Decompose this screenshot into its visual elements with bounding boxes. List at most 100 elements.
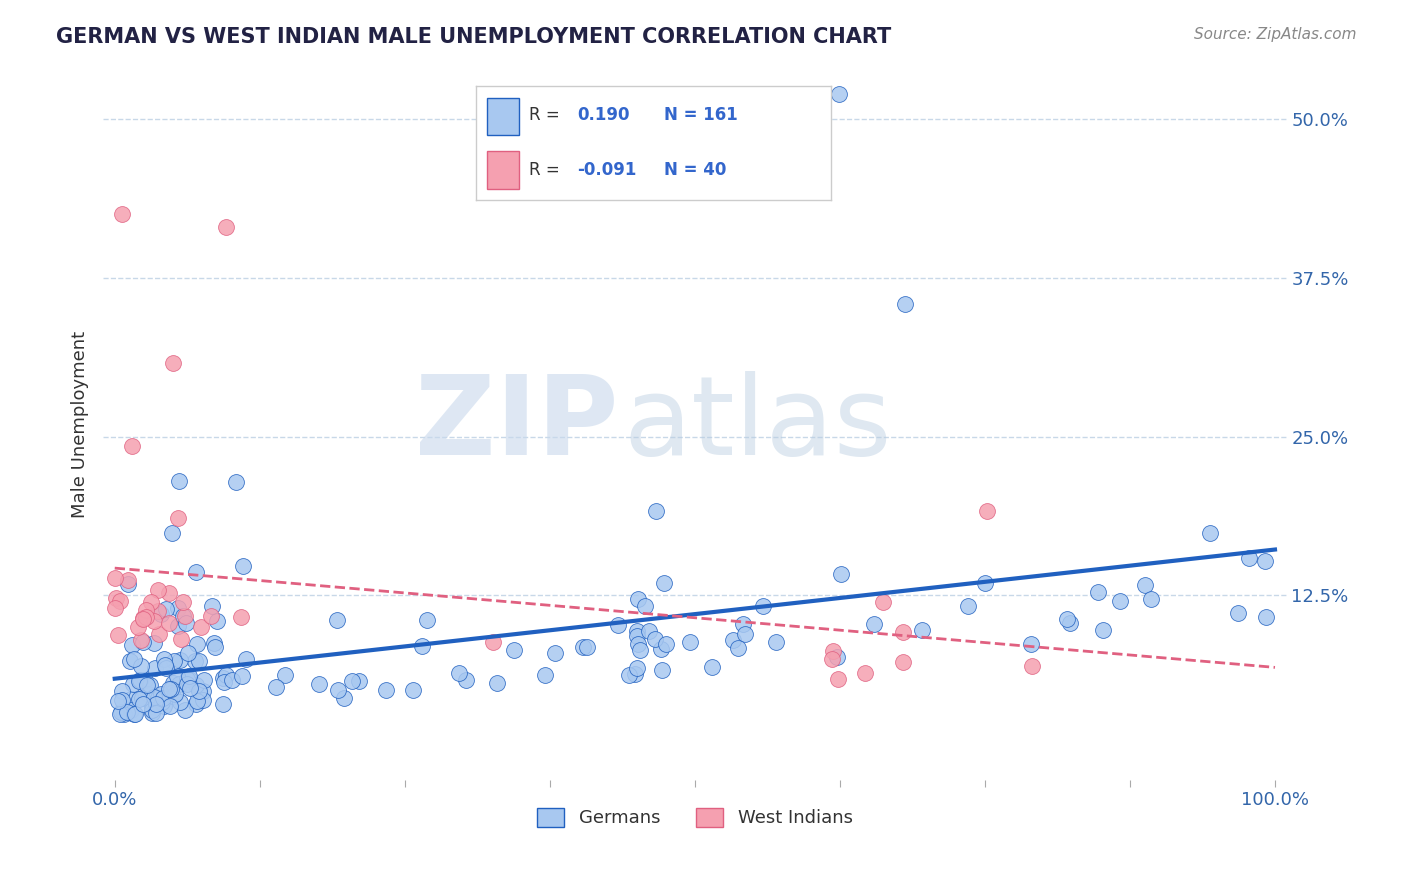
Germans [167, 600, 190, 615]
Germans [188, 684, 211, 698]
Text: GERMAN VS WEST INDIAN MALE UNEMPLOYMENT CORRELATION CHART: GERMAN VS WEST INDIAN MALE UNEMPLOYMENT … [56, 27, 891, 46]
Germans [152, 690, 174, 705]
Germans [264, 681, 287, 695]
Germans [163, 654, 186, 668]
Germans [141, 703, 163, 717]
Germans [177, 672, 200, 686]
Germans [134, 673, 156, 688]
Germans [204, 640, 226, 655]
Germans [129, 658, 152, 673]
West Indians [162, 356, 184, 370]
Germans [136, 687, 159, 701]
Germans [155, 602, 177, 616]
Germans [215, 668, 238, 682]
Germans [188, 654, 211, 668]
Germans [141, 698, 163, 713]
Germans [176, 646, 198, 660]
Germans [207, 614, 229, 628]
Germans [825, 649, 848, 664]
West Indians [117, 573, 139, 587]
Germans [120, 654, 142, 668]
West Indians [148, 627, 170, 641]
Germans [159, 699, 181, 714]
Germans [166, 669, 188, 683]
Germans [347, 673, 370, 688]
Germans [176, 615, 198, 630]
Germans [734, 627, 756, 641]
West Indians [481, 635, 503, 649]
West Indians [142, 614, 165, 628]
Germans [619, 667, 641, 681]
Germans [169, 695, 191, 709]
Germans [828, 87, 851, 101]
Germans [626, 661, 648, 675]
Germans [232, 558, 254, 573]
West Indians [172, 595, 194, 609]
Germans [486, 675, 509, 690]
Text: Source: ZipAtlas.com: Source: ZipAtlas.com [1194, 27, 1357, 42]
Germans [128, 692, 150, 706]
Text: ZIP: ZIP [415, 370, 617, 477]
Germans [163, 687, 186, 701]
West Indians [976, 504, 998, 518]
Germans [186, 694, 208, 708]
Germans [193, 673, 215, 687]
Germans [607, 617, 630, 632]
Germans [231, 669, 253, 683]
Germans [765, 635, 787, 649]
West Indians [169, 632, 191, 646]
Germans [503, 643, 526, 657]
Germans [176, 673, 198, 687]
Germans [132, 697, 155, 711]
West Indians [104, 600, 127, 615]
Germans [1254, 610, 1277, 624]
Germans [1087, 585, 1109, 599]
Germans [145, 698, 167, 712]
Germans [221, 673, 243, 688]
Germans [411, 639, 433, 653]
Germans [894, 297, 917, 311]
Germans [179, 681, 201, 696]
Germans [111, 693, 134, 707]
Germans [624, 666, 647, 681]
Germans [628, 643, 651, 657]
West Indians [823, 644, 845, 658]
Germans [627, 592, 650, 607]
Germans [956, 599, 979, 614]
West Indians [146, 604, 169, 618]
Germans [162, 689, 184, 703]
Germans [201, 599, 224, 614]
West Indians [190, 620, 212, 634]
Germans [1227, 606, 1250, 620]
Germans [143, 660, 166, 674]
Germans [120, 703, 142, 717]
West Indians [229, 610, 252, 624]
Germans [183, 655, 205, 669]
Germans [128, 673, 150, 688]
Germans [146, 690, 169, 705]
Germans [111, 683, 134, 698]
West Indians [853, 666, 876, 681]
West Indians [891, 655, 914, 669]
Germans [191, 684, 214, 698]
Germans [1198, 525, 1220, 540]
West Indians [107, 628, 129, 642]
Germans [124, 707, 146, 722]
Y-axis label: Male Unemployment: Male Unemployment [72, 331, 89, 517]
Germans [634, 599, 657, 613]
West Indians [135, 609, 157, 624]
Germans [115, 705, 138, 719]
Germans [765, 104, 787, 119]
West Indians [214, 219, 236, 234]
Germans [274, 668, 297, 682]
Germans [167, 618, 190, 632]
Germans [1254, 554, 1277, 568]
Germans [142, 636, 165, 650]
West Indians [104, 571, 127, 585]
Germans [202, 636, 225, 650]
West Indians [132, 611, 155, 625]
Germans [107, 694, 129, 708]
Germans [1108, 594, 1130, 608]
Germans [142, 690, 165, 705]
Legend: Germans, West Indians: Germans, West Indians [530, 801, 860, 835]
